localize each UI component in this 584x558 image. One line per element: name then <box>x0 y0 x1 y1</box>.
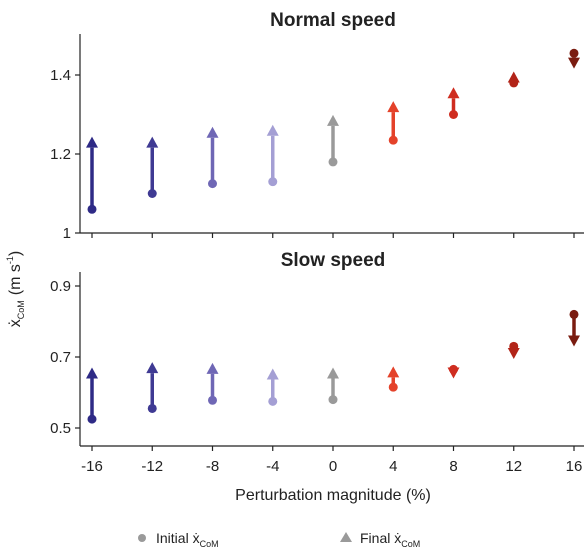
initial-point-slow <box>87 414 97 424</box>
legend-initial-main: Initial ẋ <box>156 530 200 546</box>
final-marker-slow <box>86 367 98 379</box>
final-marker-normal <box>327 114 339 126</box>
y-axis-label-close: ) <box>7 251 24 256</box>
y-axis-label-exp: -1 <box>5 256 15 264</box>
final-marker-slow <box>146 362 159 374</box>
panel-title-normal: Normal speed <box>270 10 396 31</box>
x-tick-label: -8 <box>206 458 219 475</box>
legend-final-marker <box>340 532 352 542</box>
initial-point-slow <box>388 382 398 392</box>
initial-point-normal <box>328 157 338 167</box>
initial-point-slow <box>328 395 338 405</box>
y-tick-label-normal: 1.4 <box>50 67 71 84</box>
initial-point-slow <box>569 309 579 319</box>
x-axis-label: Perturbation magnitude (%) <box>235 487 431 504</box>
y-tick-label-normal: 1 <box>63 225 71 242</box>
legend-final-main: Final ẋ <box>360 530 401 546</box>
final-marker-slow <box>387 366 400 378</box>
y-tick-label-normal: 1.2 <box>50 146 71 163</box>
initial-point-normal <box>388 135 398 145</box>
final-marker-slow <box>266 368 279 380</box>
y-tick-label-slow: 0.5 <box>50 420 71 437</box>
x-tick-label: 12 <box>505 458 522 475</box>
final-marker-normal <box>86 136 98 148</box>
x-tick-label: -16 <box>81 458 103 475</box>
legend-final-sub: CoM <box>401 539 420 549</box>
initial-point-normal <box>208 179 217 189</box>
initial-point-slow <box>147 403 157 413</box>
initial-point-normal <box>569 48 579 58</box>
panel-title-slow: Slow speed <box>281 250 386 271</box>
x-tick-label: 4 <box>389 458 397 475</box>
y-axis-label-main: ẋ <box>7 319 24 327</box>
svg-text:ẋCoM(m s-1): ẋCoM (m s-1) <box>5 251 26 327</box>
final-marker-normal <box>206 126 219 138</box>
legend-initial-sub: CoM <box>200 539 219 549</box>
initial-point-normal <box>87 204 97 214</box>
final-marker-slow <box>568 335 580 347</box>
x-tick-label: 16 <box>566 458 583 475</box>
y-tick-label-slow: 0.7 <box>50 349 71 366</box>
y-axis-label-sub: CoM <box>16 300 26 319</box>
final-marker-slow <box>206 362 219 374</box>
final-marker-slow <box>327 367 339 379</box>
legend-initial-marker <box>138 534 146 542</box>
final-marker-normal <box>507 71 520 83</box>
y-tick-label-slow: 0.9 <box>50 278 71 295</box>
x-tick-label: -4 <box>266 458 279 475</box>
initial-point-normal <box>449 110 458 119</box>
legend: Initial ẋCoM Final ẋCoM <box>138 530 420 549</box>
initial-point-normal <box>268 177 278 187</box>
y-axis-label-units: (m s <box>7 264 24 295</box>
final-marker-normal <box>447 87 460 99</box>
x-tick-label: 8 <box>449 458 457 475</box>
x-tick-label: -12 <box>141 458 163 475</box>
initial-point-slow <box>268 396 278 406</box>
final-marker-slow <box>447 367 460 379</box>
final-marker-normal <box>146 136 159 148</box>
initial-point-slow <box>208 395 217 405</box>
y-axis-label: ẋCoM (m s-1) <box>5 251 26 327</box>
final-marker-normal <box>266 124 279 136</box>
initial-point-normal <box>147 189 157 198</box>
final-marker-slow <box>507 347 520 359</box>
legend-initial-label: Initial ẋCoM <box>156 530 219 549</box>
legend-final-label: Final ẋCoM <box>360 530 420 549</box>
final-marker-normal <box>387 101 400 113</box>
x-tick-label: 0 <box>329 458 337 475</box>
final-marker-normal <box>568 57 580 69</box>
